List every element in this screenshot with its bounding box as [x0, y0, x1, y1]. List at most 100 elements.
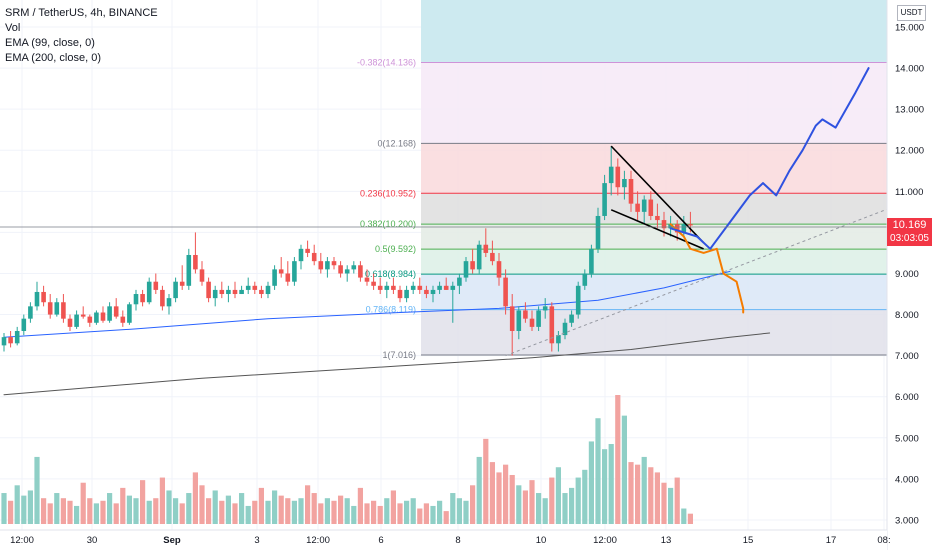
trend-line	[505, 191, 932, 357]
volume-bar	[173, 498, 179, 524]
projection-bearish-path	[669, 223, 745, 314]
candle-body	[54, 302, 60, 315]
volume-bar	[324, 498, 330, 524]
candle-body	[655, 215, 660, 221]
volume-bar	[225, 495, 231, 524]
fibonacci-retracement[interactable]: -0.382(14.136) 0(12.168) 0.236(10.952) 0.38…	[357, 0, 887, 360]
candle-body	[94, 312, 99, 323]
candle-body	[331, 261, 337, 266]
volume-bar	[509, 474, 515, 524]
candle-body	[252, 285, 258, 290]
volume-bar	[549, 477, 555, 524]
candle-body	[127, 304, 132, 323]
candle-body	[556, 335, 561, 344]
volume-bar	[153, 498, 159, 524]
volume-bar	[146, 500, 152, 524]
volume-bar	[199, 485, 205, 524]
volume-bar	[93, 503, 99, 524]
candle-body	[384, 285, 390, 290]
price-tick-label: 7.000	[895, 351, 919, 362]
time-tick-label: 15	[743, 535, 754, 546]
volume-bar	[80, 482, 86, 524]
candle-body	[28, 306, 33, 319]
fib-level-label: 0.382(10.200)	[360, 219, 416, 229]
candle-body	[542, 306, 548, 311]
indicator-vol[interactable]: Vol	[5, 22, 21, 34]
chart-legend: SRM / TetherUS, 4h, BINANCE Vol EMA (99,…	[5, 6, 158, 66]
candle-body	[562, 322, 568, 336]
candle-body	[496, 261, 502, 278]
volume-bar	[87, 498, 93, 524]
volume-bar	[351, 505, 357, 524]
candle-body	[1, 337, 7, 346]
volume-bar	[648, 467, 654, 524]
candle-body	[536, 310, 541, 327]
candle-body	[457, 277, 462, 286]
volume-bar	[384, 498, 390, 524]
volume-bar	[377, 505, 383, 524]
indicator-ema-99[interactable]: EMA (99, close, 0)	[5, 37, 95, 49]
current-price-tag: 10.169 03:03:05	[887, 218, 932, 246]
volume-bar	[298, 498, 304, 524]
candle-body	[582, 273, 588, 286]
candle-body	[226, 289, 231, 295]
volume-bar	[476, 456, 482, 524]
time-axis[interactable]: 12:00 30 Sep 3 12:00 6 8 10 12:00 13 15 17 08:	[0, 529, 891, 550]
candle-body	[265, 285, 271, 295]
candle-body	[437, 285, 442, 290]
volume-bar	[126, 495, 132, 524]
volume-bar	[344, 498, 350, 524]
indicator-ema-200[interactable]: EMA (200, close, 0)	[5, 52, 101, 64]
volume-bar	[628, 462, 634, 524]
volume-bar	[140, 480, 146, 524]
volume-bar	[107, 493, 113, 524]
volume-bar	[569, 487, 575, 524]
candle-body	[305, 248, 310, 253]
fib-level-label: 0.618(8.984)	[365, 269, 416, 279]
candle-body	[80, 314, 86, 317]
candle-body	[179, 281, 185, 286]
candle-body	[199, 269, 205, 282]
volume-bar	[674, 477, 680, 524]
volume-bar	[159, 477, 165, 524]
candle-body	[523, 310, 528, 319]
volume-bar	[47, 503, 53, 524]
ema-lines	[3, 270, 771, 396]
candle-body	[146, 281, 152, 303]
price-axis[interactable]: 15.00014.00013.00012.00011.00010.0009.00…	[886, 0, 932, 550]
volume-bar	[192, 472, 198, 524]
candle-body	[351, 265, 357, 270]
candle-body	[107, 306, 112, 321]
candle-body	[410, 285, 416, 290]
drawings[interactable]	[505, 67, 932, 357]
candle-body	[516, 310, 522, 331]
volume-bar	[186, 493, 192, 524]
volume-bar	[562, 493, 568, 524]
volume-bar	[331, 500, 337, 524]
fib-zone	[421, 193, 887, 225]
volume-bar	[595, 418, 601, 524]
candle-body	[463, 261, 469, 278]
symbol-title[interactable]: SRM / TetherUS, 4h, BINANCE	[5, 7, 158, 19]
currency-label[interactable]: USDT	[897, 5, 926, 21]
candlesticks	[1, 146, 693, 356]
volume-bar	[496, 472, 502, 524]
volume-bar	[305, 485, 311, 524]
volume-bar	[443, 511, 449, 524]
volume-bar	[14, 485, 20, 524]
volume-bar	[621, 415, 627, 524]
candle-body	[371, 281, 376, 286]
candle-body	[483, 244, 489, 253]
candle-body	[140, 294, 145, 303]
candle-body	[622, 178, 627, 188]
price-tick-label: 3.000	[895, 515, 919, 526]
volume-bar	[100, 500, 106, 524]
price-tick-label: 6.000	[895, 392, 919, 403]
volume-bar	[555, 467, 561, 524]
volume-bar	[120, 487, 126, 524]
current-price: 10.169	[892, 219, 927, 231]
price-tick-label: 11.000	[895, 187, 923, 198]
candle-body	[219, 289, 225, 295]
candle-body	[615, 166, 621, 188]
